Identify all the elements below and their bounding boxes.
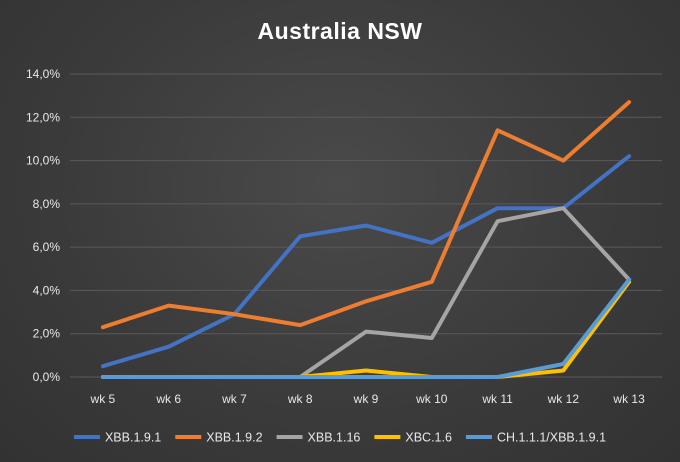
y-tick-label: 8,0% [33, 197, 61, 211]
chart-title: Australia NSW [257, 18, 423, 44]
x-tick-label: wk 10 [415, 392, 448, 406]
x-tick-label: wk 8 [287, 392, 313, 406]
y-tick-label: 12,0% [26, 110, 60, 124]
legend-item: XBB.1.9.2 [175, 431, 263, 445]
legend-label: XBB.1.9.2 [206, 431, 262, 445]
legend-label: XBB.1.16 [308, 431, 361, 445]
legend-item: XBB.1.9.1 [73, 431, 161, 445]
series-lines [100, 100, 632, 379]
series-line-xbb-1-9-1 [100, 154, 632, 369]
y-tick-label: 10,0% [26, 154, 60, 168]
legend-item: XBB.1.16 [276, 431, 361, 445]
series-line-ch-1-1-1-xbb-1-9-1 [100, 277, 632, 379]
x-tick-label: wk 13 [612, 392, 645, 406]
series-line-xbb-1-16 [298, 206, 632, 379]
x-axis-ticks: wk 5 wk 6 wk 7 wk 8 wk 9 wk 10 wk 11 wk 12 wk 13 [90, 392, 646, 406]
y-axis-ticks: 0,0% 2,0% 4,0% 6,0% 8,0% 10,0% 12,0% 14,0% [26, 67, 60, 384]
legend-label: XBB.1.9.1 [105, 431, 161, 445]
series-line-xbb-1-9-2 [100, 100, 632, 330]
y-tick-label: 14,0% [26, 67, 60, 81]
x-tick-label: wk 12 [547, 392, 580, 406]
y-tick-label: 6,0% [33, 240, 61, 254]
legend-item: CH.1.1.1/XBB.1.9.1 [465, 431, 606, 445]
y-tick-label: 2,0% [33, 327, 61, 341]
y-tick-label: 4,0% [33, 283, 61, 297]
x-tick-label: wk 11 [481, 392, 513, 406]
y-tick-label: 0,0% [33, 370, 61, 384]
x-tick-label: wk 5 [90, 392, 116, 406]
legend-item: XBC.1.6 [374, 431, 452, 445]
x-tick-label: wk 7 [221, 392, 247, 406]
x-tick-label: wk 9 [353, 392, 379, 406]
legend: XBB.1.9.1 XBB.1.9.2 XBB.1.16 XBC.1.6 CH.1.1.… [73, 431, 606, 445]
legend-label: CH.1.1.1/XBB.1.9.1 [497, 431, 606, 445]
series-line-xbc-1-6 [100, 279, 632, 379]
legend-label: XBC.1.6 [405, 431, 452, 445]
x-tick-label: wk 6 [155, 392, 181, 406]
